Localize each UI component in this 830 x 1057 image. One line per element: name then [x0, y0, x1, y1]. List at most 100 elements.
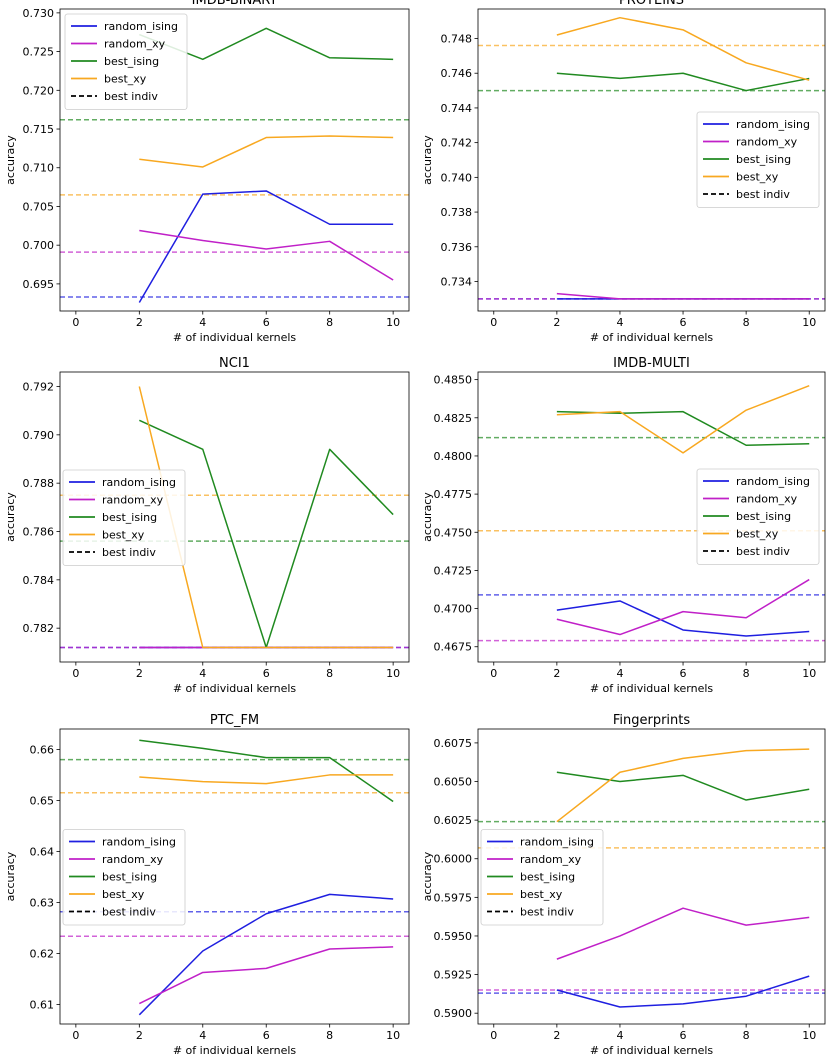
x-tick-label: 6 [263, 316, 270, 329]
x-tick-label: 4 [616, 316, 623, 329]
x-tick-label: 2 [553, 1029, 560, 1042]
x-tick-label: 8 [326, 667, 333, 680]
y-tick-label: 0.700 [23, 239, 55, 252]
y-tick-label: 0.742 [441, 137, 473, 150]
x-tick-label: 0 [72, 1029, 79, 1042]
chart-title: PROTEINS [619, 0, 684, 8]
y-axis-label: accuracy [421, 135, 434, 185]
legend-label-best-ising: best_ising [736, 153, 791, 166]
chart-title: IMDB-BINARY [192, 0, 278, 8]
legend-label-best-xy: best_xy [736, 171, 779, 184]
y-axis-label: accuracy [4, 492, 17, 542]
legend-label-best-xy: best_xy [736, 528, 779, 541]
y-tick-label: 0.710 [23, 162, 55, 175]
y-tick-label: 0.6000 [434, 853, 473, 866]
x-tick-label: 2 [136, 1029, 143, 1042]
y-tick-label: 0.748 [441, 33, 473, 46]
legend-label-best-ising: best_ising [104, 55, 159, 68]
x-axis-label: # of individual kernels [173, 331, 297, 344]
x-tick-label: 2 [553, 667, 560, 680]
x-tick-label: 8 [743, 316, 750, 329]
y-axis-label: accuracy [4, 851, 17, 901]
legend-label-best-xy: best_xy [104, 73, 147, 86]
series-line-best-xy [139, 135, 394, 168]
y-tick-label: 0.6075 [434, 737, 473, 750]
y-tick-label: 0.6050 [434, 776, 473, 789]
series-line-random-xy [556, 578, 810, 636]
plot-area [59, 728, 410, 1025]
legend: random_ising random_xy best_ising best_xybe… [62, 829, 186, 926]
y-tick-label: 0.5975 [434, 891, 473, 904]
legend-label-best-xy: best_xy [520, 888, 563, 901]
chart-fingerprints: Fingerprints 0 2 4 6 8 10 0.5900 0.5925 0.5950 0.5… [421, 713, 826, 1057]
y-tick-label: 0.4700 [434, 603, 473, 616]
x-tick-label: 6 [263, 1029, 270, 1042]
plot-area [59, 371, 410, 663]
legend-box [696, 468, 820, 565]
y-axis-label: accuracy [4, 135, 17, 185]
y-tick-label: 0.792 [23, 381, 55, 394]
legend-label-best-indiv: best indiv [736, 188, 790, 201]
y-tick-label: 0.66 [30, 743, 55, 756]
y-tick-label: 0.784 [23, 574, 55, 587]
x-axis-label: # of individual kernels [590, 682, 714, 695]
series-line-best-ising [139, 739, 394, 803]
legend-label-best-xy: best_xy [102, 888, 145, 901]
x-tick-label: 4 [616, 1029, 623, 1042]
y-tick-label: 0.61 [30, 999, 55, 1012]
y-tick-label: 0.65 [30, 794, 55, 807]
series-line-random-ising [556, 975, 810, 1008]
plot-area [477, 8, 826, 312]
y-tick-label: 0.4725 [434, 564, 473, 577]
legend-label-random-ising: random_ising [736, 118, 810, 131]
chart-nci1: NCI1 0 2 4 6 8 10 0.782 0.784 0.786 0.788 0.790 0.79… [4, 356, 410, 695]
legend-label-best-xy: best_xy [102, 529, 145, 542]
x-tick-label: 0 [72, 316, 79, 329]
legend: random_ising random_xy best_ising best_xybe… [62, 469, 186, 566]
x-tick-label: 6 [680, 1029, 687, 1042]
x-tick-label: 6 [680, 667, 687, 680]
y-tick-label: 0.786 [23, 526, 55, 539]
x-tick-label: 10 [802, 316, 816, 329]
x-tick-label: 6 [263, 667, 270, 680]
legend-label-best-indiv: best indiv [104, 90, 158, 103]
plot-area [477, 371, 826, 663]
series-line-random-ising [556, 600, 810, 637]
x-axis-label: # of individual kernels [590, 1044, 714, 1057]
y-tick-label: 0.4775 [434, 488, 473, 501]
legend-box [480, 829, 604, 926]
y-tick-label: 0.744 [441, 102, 473, 115]
y-tick-label: 0.64 [30, 845, 55, 858]
legend: random_ising random_xy best_ising best_xybe… [696, 111, 820, 208]
y-tick-label: 0.738 [441, 206, 473, 219]
series-line-best-xy [556, 16, 810, 81]
x-tick-label: 10 [386, 1029, 400, 1042]
legend: random_ising random_xy best_ising best_xybe… [64, 13, 188, 110]
y-tick-label: 0.715 [23, 123, 55, 136]
x-tick-label: 0 [490, 667, 497, 680]
chart-title: PTC_FM [210, 713, 259, 728]
x-tick-label: 10 [386, 316, 400, 329]
y-tick-label: 0.5925 [434, 969, 473, 982]
legend-label-random-xy: random_xy [102, 853, 164, 866]
legend-label-random-xy: random_xy [104, 38, 166, 51]
series-line-random-ising [138, 190, 394, 303]
chart-ptc-fm: PTC_FM 0 2 4 6 8 10 0.61 0.62 0.63 0.64 0.65 0.66 # o… [4, 713, 410, 1057]
y-tick-label: 0.4800 [434, 450, 473, 463]
y-tick-label: 0.705 [23, 200, 55, 213]
y-tick-label: 0.788 [23, 477, 55, 490]
y-tick-label: 0.734 [441, 275, 473, 288]
x-tick-label: 2 [136, 316, 143, 329]
legend-label-best-ising: best_ising [102, 511, 157, 524]
x-axis-label: # of individual kernels [173, 1044, 297, 1057]
legend-label-best-indiv: best indiv [520, 906, 574, 919]
legend-label-random-xy: random_xy [102, 494, 164, 507]
x-tick-label: 0 [490, 1029, 497, 1042]
y-tick-label: 0.6025 [434, 814, 473, 827]
y-tick-label: 0.5950 [434, 930, 473, 943]
legend-box [696, 111, 820, 208]
series-line-best-xy [139, 774, 394, 785]
legend-label-best-ising: best_ising [102, 871, 157, 884]
series-line-random-ising [138, 893, 394, 1016]
series-line-best-ising [556, 72, 810, 92]
